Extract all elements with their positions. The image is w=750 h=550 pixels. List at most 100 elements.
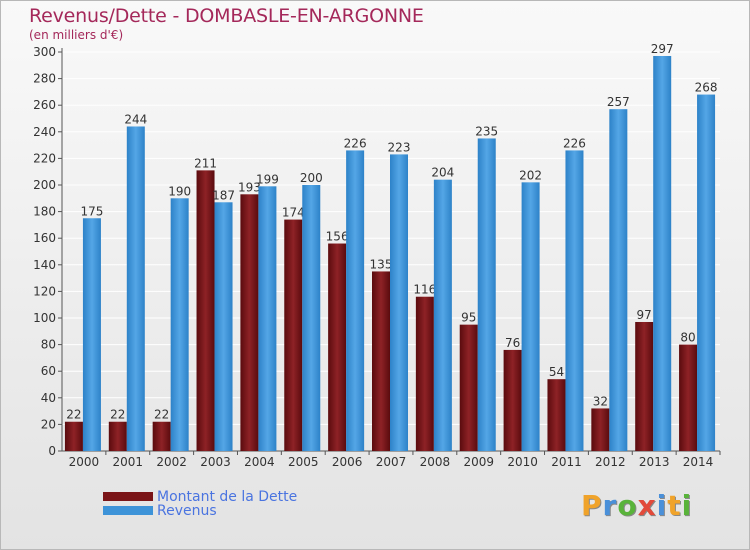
legend-swatch-revenus <box>103 506 153 515</box>
proxiti-logo: Proxiti <box>581 489 692 522</box>
bar-revenus <box>170 198 189 451</box>
data-label-dette: 22 <box>110 408 125 422</box>
y-tick-label: 0 <box>48 444 56 458</box>
y-tick-label: 140 <box>33 258 56 272</box>
bar-revenus <box>126 126 145 451</box>
bar-revenus <box>521 182 540 451</box>
bar-revenus <box>565 150 584 452</box>
bar-revenus <box>653 55 672 452</box>
bar-dette <box>152 421 171 451</box>
bar-dette <box>503 349 522 451</box>
data-label-dette: 54 <box>549 365 564 379</box>
bar-dette <box>459 324 478 451</box>
data-label-revenus: 200 <box>300 171 323 185</box>
y-tick-label: 280 <box>33 72 56 86</box>
y-tick-label: 20 <box>41 417 56 431</box>
x-tick-label: 2004 <box>244 455 275 469</box>
bar-dette <box>108 421 127 451</box>
bar-dette <box>64 421 83 451</box>
data-label-revenus: 268 <box>695 81 718 95</box>
x-tick-label: 2010 <box>507 455 538 469</box>
x-tick-label: 2000 <box>69 455 100 469</box>
data-label-dette: 95 <box>461 311 476 325</box>
x-tick-label: 2009 <box>463 455 494 469</box>
data-label-revenus: 199 <box>256 172 279 186</box>
bar-dette <box>240 194 259 451</box>
x-tick-label: 2006 <box>332 455 363 469</box>
data-label-dette: 116 <box>413 283 436 297</box>
bar-revenus <box>346 150 365 452</box>
data-label-revenus: 226 <box>563 136 586 150</box>
data-label-revenus: 187 <box>212 188 235 202</box>
x-tick-label: 2003 <box>200 455 231 469</box>
legend-swatch-dette <box>103 492 153 501</box>
bar-dette <box>372 271 390 451</box>
y-tick-label: 200 <box>33 178 56 192</box>
x-tick-label: 2014 <box>683 455 714 469</box>
y-tick-label: 120 <box>33 284 56 298</box>
logo-letter: i <box>656 489 668 522</box>
x-tick-label: 2001 <box>113 455 144 469</box>
y-tick-label: 300 <box>33 45 56 59</box>
data-label-dette: 32 <box>593 394 608 408</box>
data-label-revenus: 202 <box>519 168 542 182</box>
data-label-dette: 76 <box>505 336 520 350</box>
data-label-dette: 193 <box>238 180 261 194</box>
bar-revenus <box>214 202 233 451</box>
data-label-dette: 211 <box>194 156 217 170</box>
data-label-dette: 97 <box>637 308 652 322</box>
data-label-revenus: 235 <box>475 124 498 138</box>
logo-letter: r <box>602 489 618 522</box>
x-tick-label: 2008 <box>420 455 451 469</box>
legend-label-revenus: Revenus <box>157 503 217 519</box>
y-tick-label: 240 <box>33 125 56 139</box>
data-label-revenus: 244 <box>124 112 147 126</box>
logo-letter: x <box>637 489 657 522</box>
data-label-revenus: 204 <box>431 166 454 180</box>
y-tick-label: 260 <box>33 98 56 112</box>
bar-dette <box>196 170 215 451</box>
bar-dette <box>328 243 347 451</box>
y-tick-label: 60 <box>41 364 56 378</box>
logo-letter: t <box>667 489 682 522</box>
y-tick-label: 100 <box>33 311 56 325</box>
bar-dette <box>415 296 434 451</box>
x-tick-label: 2012 <box>595 455 626 469</box>
data-label-revenus: 190 <box>168 184 191 198</box>
bar-revenus <box>302 185 321 451</box>
x-tick-label: 2005 <box>288 455 319 469</box>
data-label-dette: 174 <box>282 206 305 220</box>
x-tick-label: 2013 <box>639 455 670 469</box>
data-label-revenus: 297 <box>651 42 674 56</box>
chart-subtitle: (en milliers d'€) <box>29 28 124 42</box>
bar-revenus <box>477 138 496 451</box>
bar-revenus <box>697 94 716 451</box>
y-tick-label: 220 <box>33 151 56 165</box>
bar-revenus <box>390 154 408 451</box>
logo-letter: o <box>617 489 638 522</box>
logo-letter: P <box>581 489 603 522</box>
x-tick-label: 2011 <box>551 455 582 469</box>
y-tick-label: 40 <box>41 391 56 405</box>
x-tick-label: 2002 <box>156 455 187 469</box>
data-label-revenus: 175 <box>80 204 103 218</box>
data-label-revenus: 226 <box>344 136 367 150</box>
bar-revenus <box>433 179 452 451</box>
bar-revenus <box>609 109 628 451</box>
bar-dette <box>591 408 610 451</box>
x-tick-label: 2007 <box>376 455 407 469</box>
data-label-revenus: 223 <box>388 140 411 154</box>
data-label-dette: 80 <box>680 331 695 345</box>
legend-label-dette: Montant de la Dette <box>157 489 298 505</box>
bar-revenus <box>258 186 277 451</box>
y-tick-label: 80 <box>41 338 56 352</box>
bar-dette <box>284 219 303 451</box>
chart-title: Revenus/Dette - DOMBASLE-EN-ARGONNE <box>29 5 424 27</box>
bar-dette <box>679 344 698 451</box>
y-tick-label: 160 <box>33 231 56 245</box>
y-tick-label: 180 <box>33 205 56 219</box>
data-label-dette: 22 <box>154 408 169 422</box>
bar-revenus <box>82 218 101 451</box>
